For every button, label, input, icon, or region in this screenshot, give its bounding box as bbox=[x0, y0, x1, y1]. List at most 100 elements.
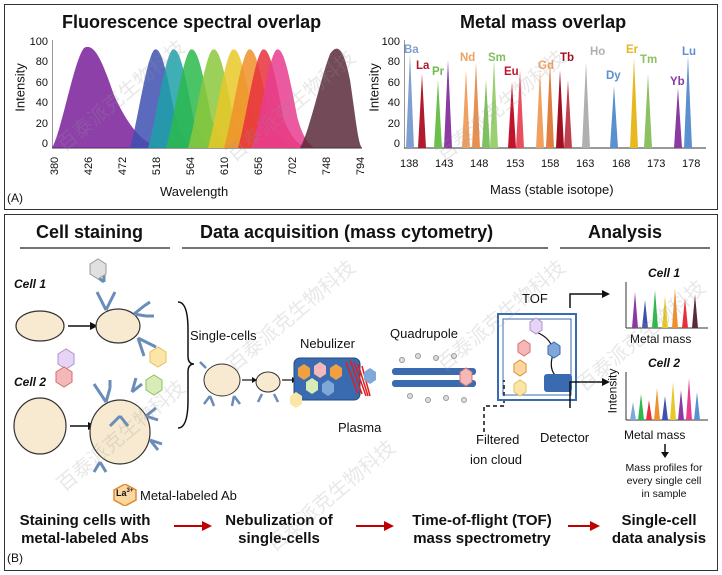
metal-x-ticks: 138 143 148 153 158 163 168 173 178 bbox=[400, 158, 700, 174]
element-label-dy: Dy bbox=[606, 70, 621, 82]
element-label-eu: Eu bbox=[504, 66, 519, 78]
y-tick: 100 bbox=[381, 36, 400, 48]
step-analysis: Single-cell data analysis bbox=[604, 512, 714, 548]
y-tick: 0 bbox=[41, 138, 48, 150]
single-cells-bracket bbox=[177, 301, 195, 429]
x-tick: 138 bbox=[400, 158, 419, 170]
element-label-nd: Nd bbox=[460, 52, 476, 64]
ion-red-cell2 bbox=[55, 366, 73, 388]
unstained-cell-1 bbox=[15, 310, 65, 342]
y-tick: 20 bbox=[35, 118, 48, 130]
analysis-metal-mass-2: Metal mass bbox=[624, 428, 686, 442]
step-tof-line-1: Time-of-flight (TOF) bbox=[412, 512, 552, 529]
element-label-gd: Gd bbox=[538, 60, 554, 72]
staining-illustration bbox=[13, 258, 167, 473]
cell-2-mass-profile bbox=[625, 372, 708, 421]
y-tick: 0 bbox=[393, 138, 400, 150]
plasma-label: Plasma bbox=[338, 420, 382, 435]
peak-eu1 bbox=[508, 82, 516, 148]
peak-eu2 bbox=[516, 70, 524, 148]
detector-block bbox=[544, 374, 572, 392]
panel-b-label: (B) bbox=[7, 551, 23, 565]
y-tick: 60 bbox=[387, 77, 400, 89]
y-tick: 100 bbox=[29, 36, 48, 48]
fluorescence-y-label: Intensity bbox=[12, 63, 28, 112]
mass-profiles-note: Mass profiles for every single cell in s… bbox=[610, 462, 718, 501]
step-analysis-line-2: data analysis bbox=[611, 530, 707, 547]
ion-gray-top bbox=[89, 258, 107, 280]
x-tick: 472 bbox=[117, 156, 130, 176]
panel-a-label: (A) bbox=[7, 191, 23, 205]
x-tick: 153 bbox=[506, 158, 525, 170]
fluorescence-spectra-plot bbox=[52, 40, 362, 149]
element-label-ba: Ba bbox=[404, 44, 419, 56]
tof-illustration bbox=[497, 313, 577, 401]
unstained-cell-2 bbox=[13, 397, 67, 455]
mass-profiles-line-2: every single cell bbox=[626, 475, 702, 487]
detector-label: Detector bbox=[540, 430, 590, 445]
x-tick: 748 bbox=[321, 156, 334, 176]
step-nebulization: Nebulization of single-cells bbox=[214, 512, 344, 548]
x-tick: 178 bbox=[682, 158, 701, 170]
legend-ion-icon bbox=[113, 484, 137, 506]
fluorescence-x-label: Wavelength bbox=[160, 184, 229, 199]
mass-profiles-line-3: in sample bbox=[641, 488, 687, 500]
peak-ba bbox=[406, 54, 414, 148]
step-arrows bbox=[174, 521, 600, 531]
filtered-label: Filtered bbox=[476, 432, 520, 447]
analysis-intensity-label: Intensity bbox=[605, 368, 620, 414]
peak-lu bbox=[684, 56, 692, 148]
y-tick: 40 bbox=[387, 97, 400, 109]
header-cell-staining: Cell staining bbox=[36, 222, 144, 242]
y-tick: 40 bbox=[35, 97, 48, 109]
element-label-tm: Tm bbox=[640, 54, 658, 66]
x-tick: 380 bbox=[49, 156, 62, 176]
x-tick: 168 bbox=[612, 158, 631, 170]
step-tof: Time-of-flight (TOF) mass spectrometry bbox=[402, 512, 562, 548]
x-tick: 173 bbox=[647, 158, 666, 170]
x-tick: 656 bbox=[253, 156, 266, 176]
single-cells-illustration bbox=[199, 361, 297, 407]
ion-cloud-label: ion cloud bbox=[470, 452, 523, 467]
x-tick: 163 bbox=[576, 158, 595, 170]
peak-tm bbox=[644, 74, 652, 148]
legend-ion-element: La bbox=[116, 488, 127, 498]
element-label-lu: Lu bbox=[682, 46, 697, 58]
x-tick: 702 bbox=[287, 156, 300, 176]
metal-element-labels: Ba La Pr Nd Sm Eu Gd Tb Ho Dy Er Tm Yb L… bbox=[404, 40, 706, 100]
x-tick: 426 bbox=[83, 156, 96, 176]
x-tick: 518 bbox=[151, 156, 164, 176]
peak-tb1 bbox=[556, 70, 564, 148]
cell-1-mass-profile bbox=[625, 282, 708, 329]
metal-y-label: Intensity bbox=[366, 63, 382, 112]
step-analysis-line-1: Single-cell bbox=[621, 512, 697, 529]
ion-green-right bbox=[145, 374, 163, 396]
analysis-cell-1-label: Cell 1 bbox=[648, 266, 681, 280]
cell-2-label: Cell 2 bbox=[14, 375, 47, 389]
down-arrow bbox=[661, 444, 669, 458]
legend-ion-charge: 3+ bbox=[126, 488, 134, 494]
element-label-tb: Tb bbox=[560, 52, 575, 64]
quadrupole-illustration bbox=[392, 353, 476, 403]
ion-yellow-right bbox=[149, 346, 167, 368]
fluorescence-chart-title: Fluorescence spectral overlap bbox=[62, 12, 322, 32]
x-tick: 564 bbox=[185, 156, 198, 176]
x-tick: 143 bbox=[435, 158, 454, 170]
nebulizer-illustration bbox=[290, 357, 376, 408]
quadrupole-rod-bottom bbox=[392, 380, 476, 387]
step-staining-line-1: Staining cells with bbox=[19, 512, 151, 529]
detector-arrows bbox=[569, 290, 610, 408]
legend-text: Metal-labeled Ab bbox=[140, 488, 237, 503]
peak-er bbox=[630, 58, 638, 148]
element-label-yb: Yb bbox=[670, 76, 685, 88]
cell-1-label: Cell 1 bbox=[14, 277, 47, 291]
filtered-ion-pointer bbox=[483, 380, 505, 432]
legend-ion-symbol: La3+ bbox=[116, 488, 133, 498]
peak-nd1 bbox=[462, 70, 470, 148]
step-staining: Staining cells with metal-labeled Abs bbox=[10, 512, 160, 548]
quadrupole-label: Quadrupole bbox=[390, 326, 458, 341]
header-data-acquisition: Data acquisition (mass cytometry) bbox=[200, 222, 494, 242]
x-tick: 610 bbox=[219, 156, 232, 176]
element-label-ho: Ho bbox=[590, 46, 606, 58]
step-tof-line-2: mass spectrometry bbox=[413, 530, 551, 547]
